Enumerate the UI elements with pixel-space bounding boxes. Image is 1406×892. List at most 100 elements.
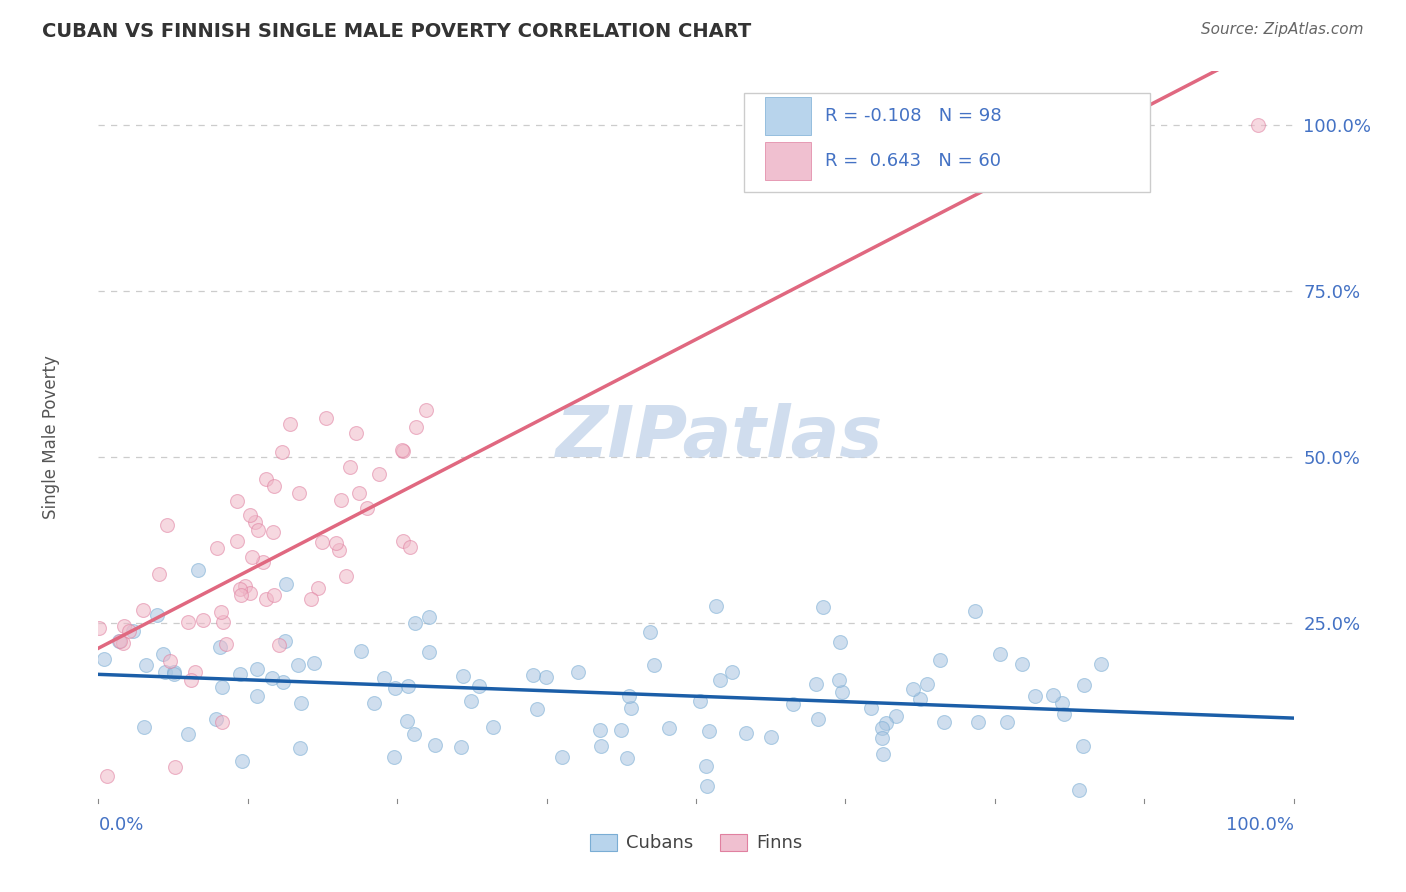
Point xyxy=(146,608,169,623)
Point xyxy=(567,665,589,680)
Point xyxy=(415,403,437,417)
Point xyxy=(156,518,179,533)
Point xyxy=(1247,118,1270,132)
FancyBboxPatch shape xyxy=(744,94,1150,192)
Text: Source: ZipAtlas.com: Source: ZipAtlas.com xyxy=(1201,22,1364,37)
Point xyxy=(254,472,277,486)
Point xyxy=(929,653,952,667)
Point xyxy=(384,681,406,695)
Point xyxy=(932,715,955,730)
Point xyxy=(110,634,132,648)
Point xyxy=(122,624,145,638)
Point xyxy=(382,749,405,764)
Point xyxy=(87,621,110,635)
Point xyxy=(163,665,186,680)
Point xyxy=(134,720,156,734)
Point xyxy=(460,693,482,707)
Point xyxy=(591,739,613,754)
Point xyxy=(997,715,1019,730)
Point xyxy=(1024,689,1046,703)
Point xyxy=(344,426,367,441)
Point xyxy=(404,727,426,741)
Point xyxy=(187,563,209,577)
Point xyxy=(391,534,413,549)
Point xyxy=(807,712,830,726)
Point xyxy=(396,714,419,729)
Point xyxy=(396,679,419,693)
Point xyxy=(908,691,931,706)
Point xyxy=(226,533,249,548)
Point xyxy=(704,599,727,613)
Point xyxy=(211,714,233,729)
Point xyxy=(616,750,638,764)
Point xyxy=(233,579,256,593)
Point xyxy=(246,690,269,704)
Point xyxy=(271,674,294,689)
Point xyxy=(782,697,804,711)
Point xyxy=(1053,706,1076,721)
Point xyxy=(423,738,446,752)
Point xyxy=(260,671,283,685)
Point xyxy=(246,662,269,676)
Point xyxy=(263,479,285,493)
Point xyxy=(363,696,385,710)
Text: 100.0%: 100.0% xyxy=(1226,816,1294,834)
Point xyxy=(828,673,851,687)
Point xyxy=(231,754,253,768)
Point xyxy=(965,604,987,618)
Point xyxy=(870,722,893,736)
Point xyxy=(967,715,990,730)
Point xyxy=(696,780,718,794)
Point xyxy=(1011,657,1033,671)
Point xyxy=(299,592,322,607)
Point xyxy=(988,647,1011,661)
Point xyxy=(162,666,184,681)
Point xyxy=(399,540,422,554)
Point xyxy=(522,667,544,681)
Point xyxy=(589,723,612,737)
Point xyxy=(108,634,131,648)
Point xyxy=(1052,696,1074,710)
Point xyxy=(240,550,263,565)
Point xyxy=(229,588,252,602)
Point xyxy=(209,605,232,619)
Point xyxy=(311,535,333,549)
Point xyxy=(482,720,505,734)
Point xyxy=(159,654,181,668)
Point xyxy=(349,486,371,500)
Text: R =  0.643   N = 60: R = 0.643 N = 60 xyxy=(825,153,1001,170)
Point xyxy=(367,467,389,482)
Point xyxy=(526,702,548,716)
Point xyxy=(96,769,118,783)
Text: R = -0.108   N = 98: R = -0.108 N = 98 xyxy=(825,107,1001,125)
Point xyxy=(112,619,135,633)
Point xyxy=(761,730,783,744)
Point xyxy=(325,535,347,549)
Point xyxy=(180,673,202,687)
Point xyxy=(307,581,329,595)
Point xyxy=(267,638,290,652)
Text: ZIPatlas: ZIPatlas xyxy=(557,402,883,472)
Point xyxy=(831,684,853,698)
Point xyxy=(153,665,176,680)
Point xyxy=(329,493,352,508)
Point xyxy=(254,591,277,606)
Legend: Cubans, Finns: Cubans, Finns xyxy=(582,826,810,860)
Point xyxy=(239,508,262,522)
Point xyxy=(263,588,285,602)
Point xyxy=(1069,782,1091,797)
Point xyxy=(93,652,115,666)
FancyBboxPatch shape xyxy=(765,96,811,135)
Point xyxy=(118,624,141,638)
Point xyxy=(870,731,893,745)
Point xyxy=(697,724,720,739)
Point xyxy=(1073,739,1095,754)
Point xyxy=(205,541,228,555)
Point xyxy=(720,665,742,679)
Point xyxy=(468,679,491,693)
Point xyxy=(610,723,633,737)
Point xyxy=(148,567,170,582)
Point xyxy=(135,658,157,673)
Point xyxy=(915,676,938,690)
Point xyxy=(287,657,309,672)
